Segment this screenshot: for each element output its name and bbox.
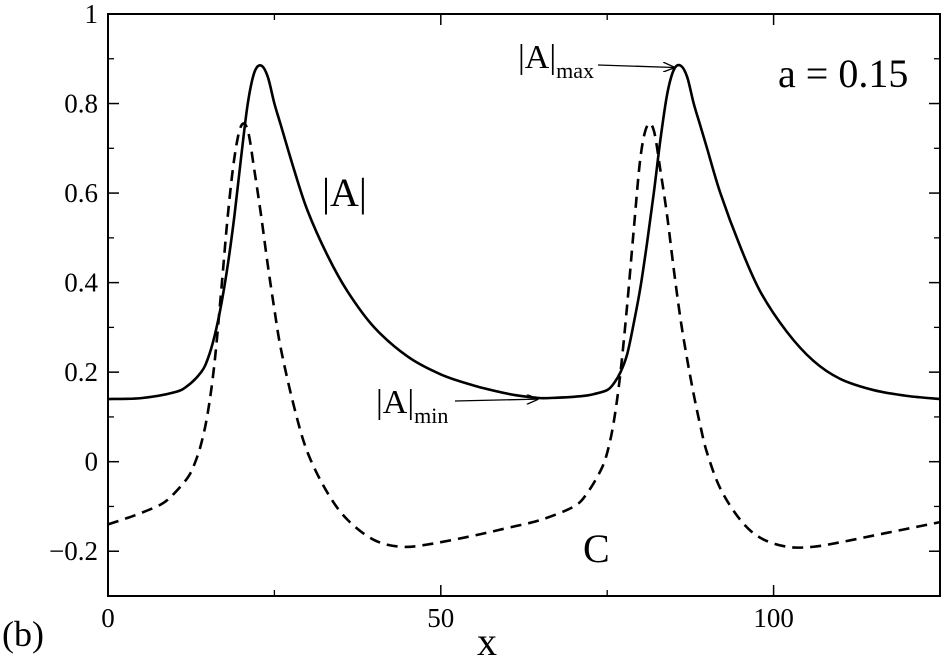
y-tick-label: 0: [85, 447, 99, 477]
y-tick-label: 0.6: [64, 178, 98, 208]
y-tick-label: 0.8: [64, 89, 98, 119]
x-tick-label: 0: [101, 603, 115, 633]
curve-label-C: C: [583, 526, 610, 571]
min-annotation-subscript: min: [414, 403, 448, 428]
x-tick-label: 100: [753, 603, 794, 633]
axis-tick-labels: 0 50 100 −0.2 0 0.2 0.4 0.6 0.8 1: [49, 0, 794, 633]
plot-frame: [107, 13, 941, 597]
max-arrow: [597, 65, 674, 67]
y-tick-label: 0.2: [64, 357, 98, 387]
max-annotation-label: |A|: [518, 39, 556, 76]
series-line-C: [107, 122, 941, 549]
y-tick-label: −0.2: [49, 536, 98, 566]
series-layer: [107, 63, 941, 549]
x-axis-title: x: [477, 619, 497, 661]
max-annotation: |A|max: [518, 39, 594, 83]
min-annotation-label: |A|: [376, 384, 414, 421]
max-annotation-subscript: max: [556, 58, 594, 83]
y-tick-label: 0.4: [64, 268, 98, 298]
axis-ticks: [107, 13, 940, 597]
y-tick-label: 1: [85, 0, 99, 29]
min-annotation: |A|min: [376, 384, 448, 428]
parameter-label: a = 0.15: [778, 51, 908, 96]
x-tick-label: 50: [427, 603, 454, 633]
series-line-A: [107, 63, 941, 401]
panel-label: (b): [2, 614, 44, 654]
curve-label-A: |A|: [322, 170, 367, 215]
min-arrow: [454, 399, 538, 401]
